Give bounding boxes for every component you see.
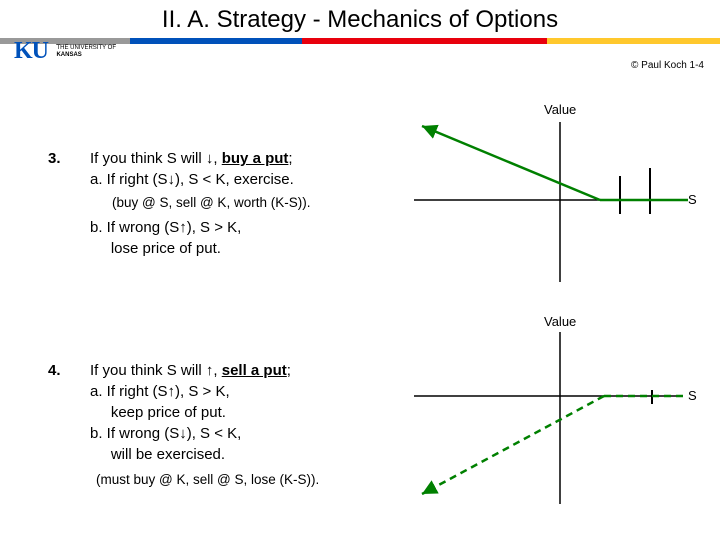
ku-sub-top: THE UNIVERSITY OF xyxy=(56,45,116,52)
copyright: © Paul Koch 1-4 xyxy=(631,60,704,71)
item-3-line1: If you think S will ↓, buy a put; xyxy=(90,148,310,169)
chart2-svg xyxy=(410,330,700,510)
item-3-line3: (buy @ S, sell @ K, worth (K-S)). xyxy=(112,192,310,213)
item-4-number: 4. xyxy=(48,360,72,490)
ku-sub-bottom: KANSAS xyxy=(56,52,116,59)
short-put-chart: Value S xyxy=(410,330,700,510)
item-4-line2: a. If right (S↑), S > K, xyxy=(90,381,319,402)
item-3-line2: a. If right (S↓), S < K, exercise. xyxy=(90,169,310,190)
ku-mark: KU xyxy=(14,38,48,65)
item-4-line1: If you think S will ↑, sell a put; xyxy=(90,360,319,381)
chart1-s-label: S xyxy=(688,192,697,207)
chart2-s-label: S xyxy=(688,388,697,403)
ku-subtext: THE UNIVERSITY OF KANSAS xyxy=(56,44,116,59)
page-title: II. A. Strategy - Mechanics of Options xyxy=(0,0,720,38)
item-3: 3. If you think S will ↓, buy a put; a. … xyxy=(48,148,310,259)
item-3-body: If you think S will ↓, buy a put; a. If … xyxy=(90,148,310,259)
item-3-line5: lose price of put. xyxy=(90,238,310,259)
item-4-line3: keep price of put. xyxy=(90,402,319,423)
chart2-value-label: Value xyxy=(544,314,576,329)
item-3-line4: b. If wrong (S↑), S > K, xyxy=(90,217,310,238)
chart1-svg xyxy=(410,118,700,288)
item-4-line5: will be exercised. xyxy=(90,444,319,465)
long-put-chart: Value S xyxy=(410,118,700,288)
item-4-line6: (must buy @ K, sell @ S, lose (K-S)). xyxy=(96,469,319,490)
item-3-number: 3. xyxy=(48,148,72,259)
item-4: 4. If you think S will ↑, sell a put; a.… xyxy=(48,360,319,490)
chart1-value-label: Value xyxy=(544,102,576,117)
item-4-line4: b. If wrong (S↓), S < K, xyxy=(90,423,319,444)
ku-logo: KU THE UNIVERSITY OF KANSAS xyxy=(14,38,116,65)
item-4-body: If you think S will ↑, sell a put; a. If… xyxy=(90,360,319,490)
